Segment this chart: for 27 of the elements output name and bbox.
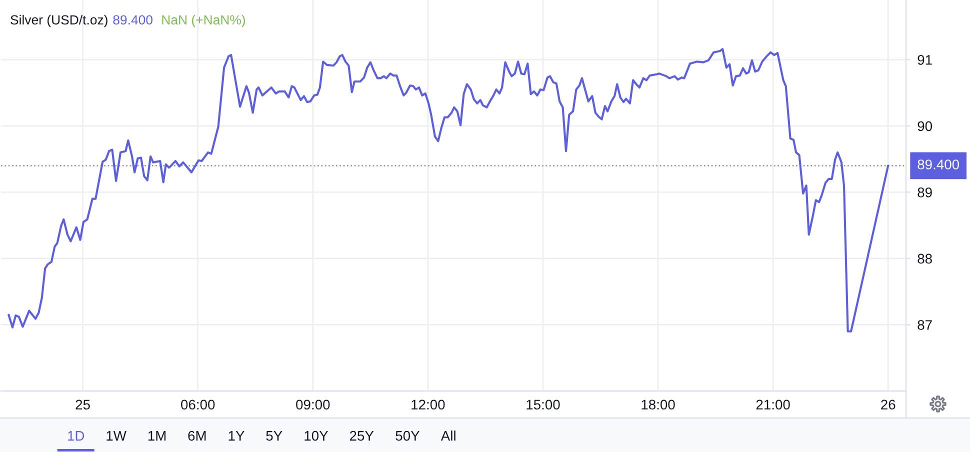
- text: 1D: [68, 431, 84, 441]
- x-tick-label: 25: [76, 400, 90, 410]
- annotation: 89.400: [113, 15, 152, 25]
- annotation: NaN (+NaN%): [162, 14, 245, 28]
- x-tick-label: 12:00: [412, 400, 445, 410]
- y-tick-label: 87: [918, 320, 932, 330]
- text: 1W: [106, 431, 126, 441]
- text: 50Y: [396, 430, 420, 441]
- text: Silver (USD/t.oz): [10, 14, 108, 28]
- x-tick-label: 09:00: [296, 400, 330, 410]
- x-tick-label: 06:00: [181, 400, 215, 410]
- text: 1M: [148, 431, 166, 441]
- text: 1Y: [228, 431, 244, 441]
- text: 5Y: [266, 431, 282, 441]
- text: 6M: [188, 430, 206, 441]
- x-tick-label: 18:00: [642, 400, 675, 410]
- x-tick-label: 21:00: [756, 400, 790, 410]
- y-tick-label: 90: [918, 121, 932, 132]
- text: All: [440, 430, 456, 441]
- y-tick-label: 89: [918, 188, 932, 198]
- x-tick-label: 15:00: [526, 400, 560, 410]
- x-tick-label: 26: [881, 400, 896, 410]
- text: 10Y: [304, 430, 328, 441]
- text: 25Y: [350, 430, 374, 441]
- ref-line-label: 89.400: [918, 160, 960, 170]
- y-tick-label: 88: [918, 254, 932, 264]
- y-tick-label: 91: [918, 54, 932, 65]
